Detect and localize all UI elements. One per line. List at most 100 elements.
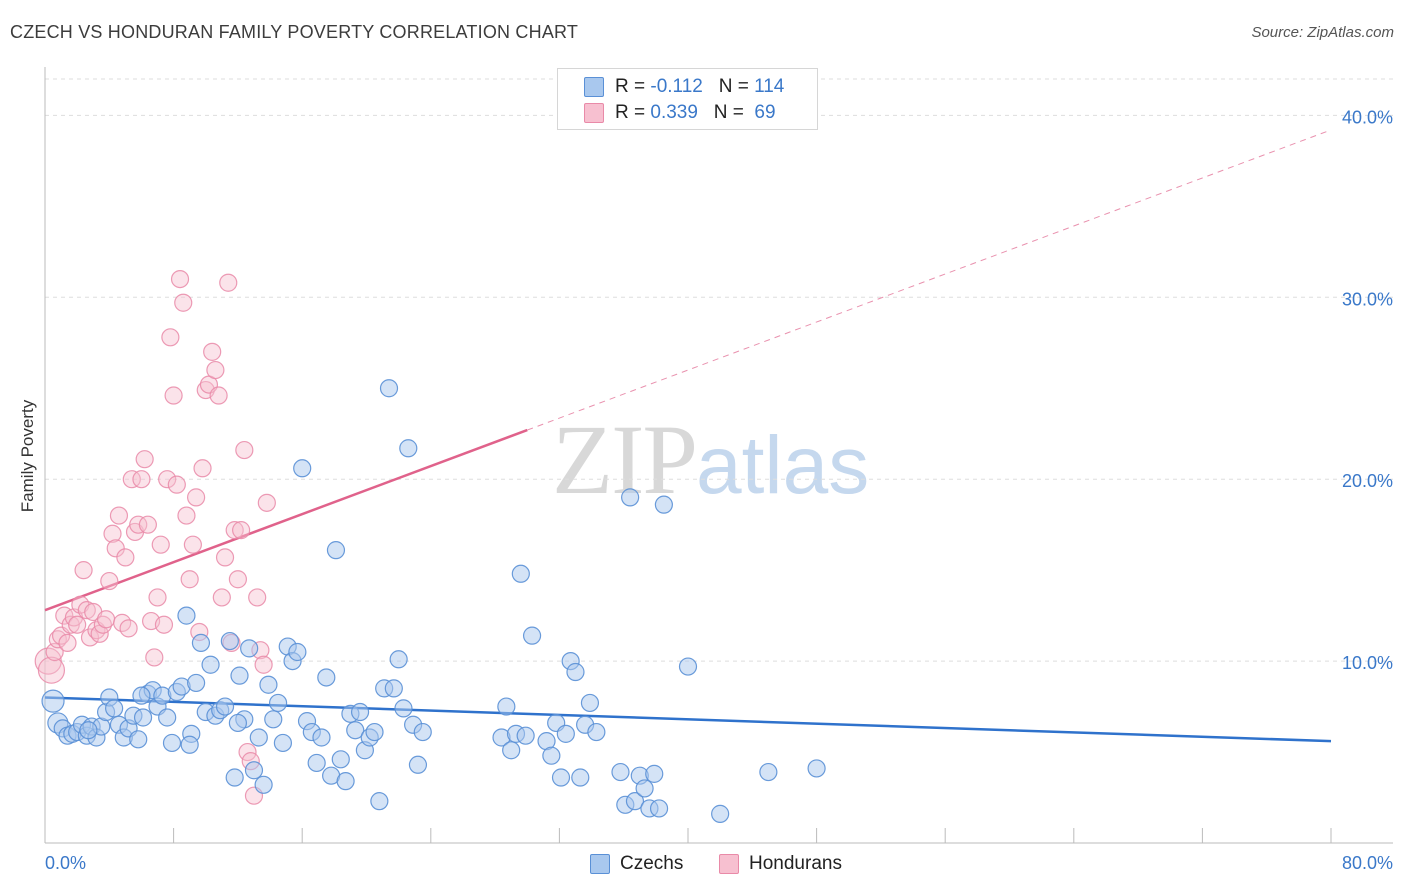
czech-point — [394, 699, 413, 718]
honduran-point — [103, 524, 122, 543]
honduran-point — [158, 470, 177, 489]
czech-trend — [44, 696, 1332, 743]
grid-lines — [45, 78, 1393, 662]
czech-point — [511, 564, 530, 583]
legend-czech-text: R = -0.112 N = 114 — [615, 76, 784, 98]
y-tick-label: 10.0% — [1342, 653, 1393, 673]
czech-point — [502, 741, 521, 760]
czech-point — [326, 541, 346, 560]
czech-point — [129, 730, 148, 749]
czech-point — [551, 768, 571, 787]
czech-point — [215, 697, 235, 716]
honduran-point — [96, 610, 116, 629]
honduran-point — [135, 450, 154, 469]
czech-point — [259, 675, 278, 694]
czech-point — [370, 792, 389, 811]
czech-point — [645, 764, 664, 783]
czech-point — [621, 488, 640, 507]
czech-point — [331, 750, 350, 769]
czech-point — [312, 728, 331, 747]
czech-point — [191, 633, 211, 653]
czech-point — [365, 722, 384, 742]
czech-point — [177, 606, 196, 625]
honduran-point — [257, 493, 276, 512]
czech-point — [611, 762, 630, 782]
czech-point — [571, 768, 590, 787]
czech-point — [566, 662, 585, 682]
czech-point — [379, 379, 399, 398]
honduran-point — [170, 269, 190, 289]
czech-point — [288, 642, 307, 662]
bottom-honduran-swatch — [719, 854, 739, 874]
legend-czech-n-label: N = — [718, 76, 755, 97]
honduran-point — [80, 628, 100, 647]
source-label: Source: ZipAtlas.com — [1251, 24, 1394, 41]
czech-point — [158, 708, 177, 727]
honduran-point — [100, 571, 119, 591]
legend-honduran-r-label: R = — [615, 102, 651, 123]
honduran-point — [248, 588, 267, 607]
czech-points — [41, 379, 826, 823]
legend-czech-r-value: -0.112 — [650, 76, 703, 97]
honduran-point — [228, 570, 247, 589]
czech-point — [180, 735, 199, 754]
honduran-point — [106, 539, 125, 558]
watermark-atlas: atlas — [696, 420, 870, 511]
honduran-point — [177, 506, 196, 525]
czech-point — [249, 728, 268, 747]
x-tick-label-min: 0.0% — [45, 853, 86, 873]
czech-point — [230, 666, 249, 685]
honduran-point — [167, 475, 186, 494]
legend-honduran-n-value: 69 — [749, 102, 776, 123]
czech-point — [350, 702, 370, 722]
correlation-legend: R = -0.112 N = 114 R = 0.339 N = 69 — [557, 68, 818, 130]
bottom-czech-label: Czechs — [620, 853, 684, 874]
czech-point — [635, 779, 654, 798]
honduran-point — [132, 470, 151, 489]
honduran-points — [34, 269, 276, 805]
czech-point — [307, 753, 326, 773]
honduran-point — [74, 561, 93, 580]
honduran-point — [122, 470, 141, 489]
czech-point — [580, 693, 600, 713]
honduran-point — [161, 328, 180, 347]
czech-point — [293, 459, 312, 478]
honduran-swatch — [584, 103, 604, 123]
czech-point — [556, 724, 575, 743]
honduran-point — [116, 548, 135, 567]
czech-point — [678, 657, 698, 676]
honduran-point — [109, 506, 129, 525]
honduran-point — [129, 515, 148, 534]
y-tick-label: 20.0% — [1342, 471, 1393, 491]
honduran-point — [58, 633, 77, 653]
honduran-point — [206, 360, 225, 380]
czech-point — [542, 746, 561, 765]
honduran-point — [37, 656, 66, 684]
czech-point — [336, 772, 355, 791]
y-tick-label: 40.0% — [1342, 107, 1393, 127]
czech-point — [408, 755, 428, 774]
y-tick-label: 30.0% — [1342, 289, 1393, 309]
czech-point — [105, 699, 124, 718]
honduran-point — [93, 615, 112, 634]
honduran-point — [212, 588, 231, 607]
czech-point — [225, 768, 244, 787]
legend-czech-n-value: 114 — [754, 76, 785, 97]
honduran-trend-line — [44, 428, 528, 612]
honduran-point — [138, 515, 157, 534]
honduran-point — [232, 521, 251, 540]
czech-point — [254, 775, 273, 794]
chart-title: CZECH VS HONDURAN FAMILY POVERTY CORRELA… — [10, 22, 579, 42]
czech-point — [133, 708, 153, 727]
czech-point — [346, 721, 365, 740]
czech-point — [497, 697, 516, 716]
honduran-trend-extension — [527, 129, 1332, 431]
legend-honduran-text: R = 0.339 N = 69 — [615, 102, 776, 124]
czech-point — [389, 650, 408, 669]
honduran-point — [219, 273, 238, 292]
czech-point — [807, 759, 826, 778]
honduran-point — [183, 535, 202, 554]
czech-point — [264, 710, 283, 729]
czech-point — [228, 713, 247, 733]
honduran-point — [209, 386, 228, 405]
